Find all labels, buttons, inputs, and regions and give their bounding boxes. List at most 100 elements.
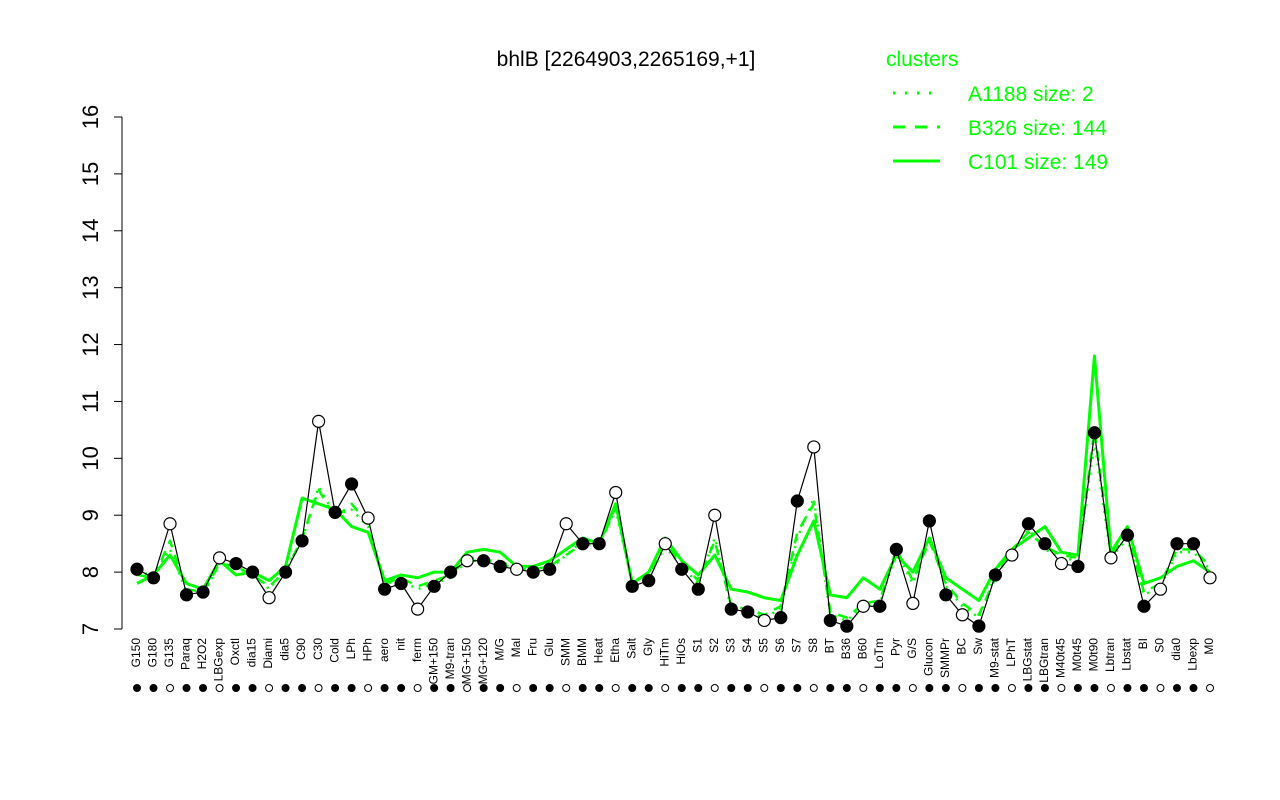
x-tick-label: LBGstat [1021,637,1035,681]
data-point [378,582,392,596]
rug-marker [677,684,686,692]
rug-marker [1156,684,1165,692]
rug-marker [463,684,472,692]
data-point [774,611,788,625]
data-point [179,588,194,602]
x-tick-label: M0t45 [1070,638,1084,672]
rug-marker [182,684,191,692]
data-point [1021,517,1036,531]
rug-marker [925,684,934,692]
rug-marker [265,684,274,692]
rug-marker [809,684,818,692]
rug-marker [727,684,736,692]
rug-marker [397,684,406,692]
rug-marker [908,684,917,692]
data-point [988,568,1003,582]
rug-marker [1024,684,1033,692]
x-tick-label: ferm [410,638,424,662]
x-tick-label: S1 [690,638,704,653]
x-tick-label: LPh [344,638,358,659]
data-point [1170,537,1184,551]
x-tick-label: aero [377,638,391,662]
rug-marker [941,684,950,692]
rug-marker [413,684,422,692]
data-point [1087,426,1102,440]
data-point [906,596,920,611]
rug-marker [248,684,257,692]
rug-marker [710,684,719,692]
y-tick-label: 15 [78,162,103,186]
rug-marker [578,684,587,692]
data-point [889,542,903,556]
data-point [757,613,771,628]
x-tick-label: Heat [591,637,605,663]
y-tick-label: 10 [78,446,103,470]
x-tick-label: G180 [146,638,160,668]
rug-marker [974,684,983,692]
rug-marker [314,684,323,692]
data-point [212,551,227,565]
x-tick-label: SMMPr [938,638,952,678]
x-tick-label: G/S [905,638,919,659]
rug-marker [562,684,571,692]
data-point [1120,528,1135,542]
x-axis: G150 G180 G135 Paraq H2O2 LBGexp Oxctl dia15 Dia… [129,637,1216,692]
rug-marker [1206,684,1214,692]
data-point [460,554,474,568]
x-tick-label: B60 [856,638,870,660]
x-tick-label: LPhT [1004,637,1018,666]
y-tick-label: 7 [78,623,103,635]
rug-marker [991,684,1000,692]
x-tick-label: LBGtran [1037,638,1051,683]
data-point [922,514,936,528]
x-tick-label: LoTm [872,638,886,669]
rug-marker [347,684,356,692]
x-tick-label: dia15 [245,638,259,668]
rug-marker [1123,684,1132,692]
rug-marker [875,684,884,692]
x-tick-label: Lbtran [1103,638,1117,672]
data-point [658,537,672,551]
x-tick-label: C90 [294,638,308,660]
x-tick-label: nit [393,637,407,650]
data-point [345,477,359,491]
x-tick-label: MG+120 [476,638,490,685]
x-tick-label: S7 [789,638,803,653]
rug-marker [215,684,224,692]
data-point [1186,537,1201,551]
x-tick-label: HiTm [657,638,671,667]
points-connector [136,421,1211,628]
data-point [972,619,986,633]
x-tick-label: Mal [509,638,523,657]
x-tick-label: M0t90 [1087,638,1101,672]
x-tick-label: M0 [1202,638,1216,655]
x-tick-label: Paraq [179,638,193,670]
rug-marker [1057,684,1066,692]
series-line-1 [136,440,1211,622]
y-tick-label: 12 [78,332,103,356]
data-point [1203,571,1217,585]
x-tick-label: BC [955,638,969,655]
rug-marker [661,684,670,692]
x-tick-label: H2O2 [195,638,209,670]
rug-marker [776,684,785,692]
rug-marker [859,684,868,692]
x-tick-label: S0 [1153,638,1167,653]
data-point [807,440,821,454]
data-point [196,585,210,599]
data-point [1137,599,1151,613]
x-tick-label: S2 [707,638,721,653]
data-point [708,508,722,522]
x-tick-label: Glu [542,638,556,657]
rug-marker [611,684,620,692]
data-point [295,534,309,548]
series-layer [136,354,1211,622]
data-point [163,517,177,531]
rug-marker [380,684,389,692]
rug-marker [743,684,752,692]
data-point [609,485,623,500]
x-tick-label: M40t45 [1054,638,1068,678]
data-point [790,494,804,508]
x-tick-label: dia0 [1169,638,1183,661]
